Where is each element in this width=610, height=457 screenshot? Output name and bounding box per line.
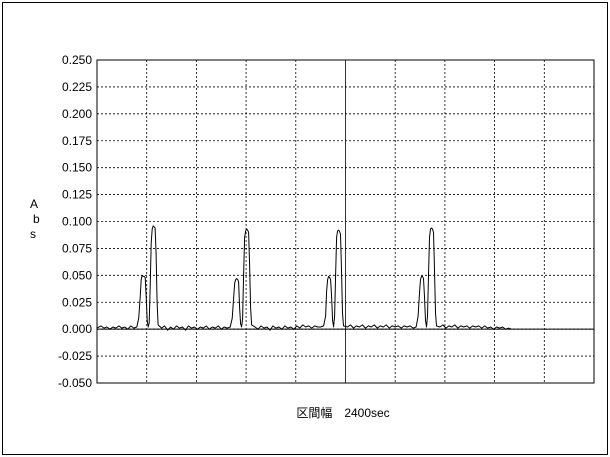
y-axis-label-a: A: [30, 197, 38, 211]
y-tick-label: 0.050: [62, 268, 92, 282]
y-tick-label: -0.025: [58, 349, 92, 363]
x-axis-label: 区間幅 2400sec: [296, 405, 389, 420]
y-tick-label: 0.175: [62, 134, 92, 148]
plot-area: [96, 59, 595, 384]
y-tick-label: 0.250: [62, 53, 92, 67]
y-tick-labels: 0.250 0.225 0.200 0.175 0.150 0.125 0.100 0.075…: [58, 53, 92, 390]
y-tick-label: 0.000: [62, 322, 92, 336]
y-tick-label: 0.075: [62, 241, 92, 255]
y-axis-label-b: b: [33, 212, 40, 226]
y-tick-label: 0.025: [62, 295, 92, 309]
y-tick-label: 0.200: [62, 107, 92, 121]
series: [96, 225, 512, 331]
y-tick-label: 0.150: [62, 161, 92, 175]
y-tick-label: 0.100: [62, 215, 92, 229]
y-tick-label: 0.225: [62, 80, 92, 94]
y-tick-label: 0.125: [62, 188, 92, 202]
series-line-0: [96, 225, 512, 331]
y-tick-label: -0.050: [58, 376, 92, 390]
y-axis-label-s: s: [30, 227, 36, 241]
